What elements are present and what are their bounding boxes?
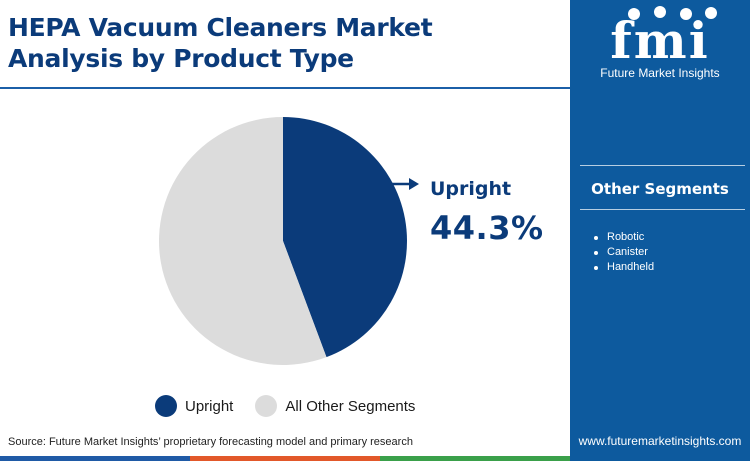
- legend: Upright All Other Segments: [155, 395, 437, 417]
- legend-label-upright: Upright: [185, 397, 234, 415]
- side-panel: fmi Future Market Insights Other Segment…: [570, 0, 750, 461]
- legend-item-other: All Other Segments: [255, 395, 415, 417]
- bullet-icon: [594, 235, 598, 240]
- other-segments-heading: Other Segments: [591, 180, 729, 198]
- pie-slice-all-other-segments: [158, 117, 327, 365]
- title-line-2: Analysis by Product Type: [8, 44, 354, 73]
- legend-label-other: All Other Segments: [285, 397, 416, 415]
- title-line-1: HEPA Vacuum Cleaners Market: [8, 13, 433, 42]
- bar-segment-green: [380, 456, 570, 461]
- other-segments-list: Robotic Canister Handheld: [594, 230, 654, 275]
- legend-item-upright: Upright: [155, 395, 233, 417]
- bar-segment-orange: [190, 456, 380, 461]
- list-item-label: Robotic: [607, 231, 645, 243]
- side-divider-bottom: [580, 209, 745, 210]
- bullet-icon: [594, 250, 598, 255]
- fmi-logo: fmi Future Market Insights: [570, 0, 750, 90]
- title-divider: [0, 87, 570, 89]
- legend-swatch-upright: [155, 395, 177, 417]
- bottom-color-bar: [0, 456, 570, 461]
- globe-icon: [628, 6, 717, 20]
- bar-segment-blue: [0, 456, 190, 461]
- website-url[interactable]: www.futuremarketinsights.com: [578, 434, 742, 448]
- list-item: Robotic: [594, 230, 654, 245]
- logo-name: Future Market Insights: [600, 66, 720, 80]
- list-item: Handheld: [594, 260, 654, 275]
- pie-slices: [158, 117, 407, 365]
- legend-swatch-other: [255, 395, 278, 417]
- chart-title: HEPA Vacuum Cleaners Market Analysis by …: [8, 12, 553, 74]
- pie-chart: [158, 117, 419, 365]
- logo-mark: fmi: [610, 6, 717, 70]
- bullet-icon: [594, 265, 598, 270]
- source-note: Source: Future Market Insights’ propriet…: [8, 436, 413, 448]
- list-item-label: Canister: [607, 246, 648, 258]
- list-item: Canister: [594, 245, 654, 260]
- callout-arrow: [392, 178, 419, 190]
- svg-text:fmi: fmi: [610, 11, 709, 66]
- list-item-label: Handheld: [607, 261, 655, 273]
- pie-slice-upright: [283, 117, 407, 358]
- callout-label: Upright: [430, 178, 512, 200]
- side-divider-top: [580, 165, 745, 166]
- callout-value: 44.3%: [430, 209, 544, 247]
